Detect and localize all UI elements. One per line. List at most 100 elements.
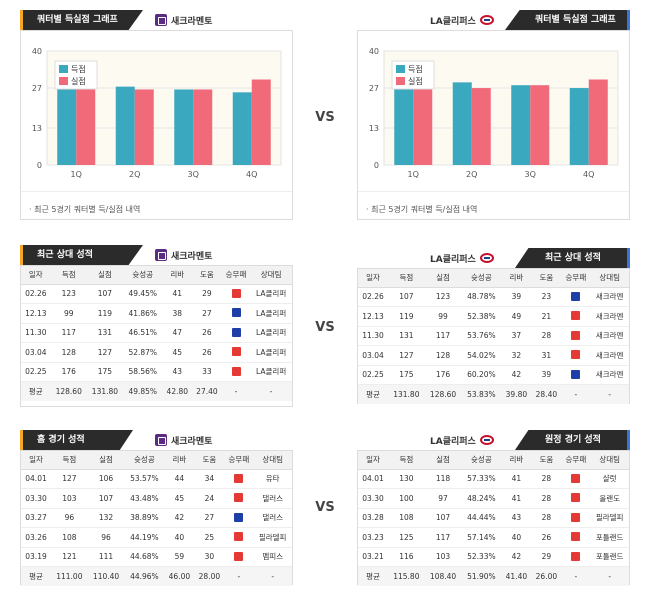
- table-cell: [561, 287, 591, 307]
- recent-right-table-panel: 일자 득점 실점 슛성공 리바 도움 승무패 상대팀 02.26 107 123 48.78% 39 23…: [357, 268, 630, 404]
- table-row: 03.30 100 97 48.24% 41 28 올랜도: [358, 488, 629, 509]
- table-cell: 28: [531, 488, 562, 509]
- table-cell: [221, 303, 251, 324]
- average-cell: 평균: [21, 566, 52, 586]
- win-badge-icon: [231, 327, 241, 337]
- left-chart-title: 쿼터별 득실점 그래프: [23, 10, 143, 30]
- average-cell: 131.80: [388, 384, 425, 404]
- kings-logo-icon: [155, 434, 167, 446]
- table-cell: 28: [531, 326, 562, 346]
- table-row: 04.01 127 106 53.57% 44 34 유타: [21, 469, 292, 489]
- table-cell: 117: [424, 527, 462, 548]
- table-cell: 107: [424, 508, 462, 528]
- table-cell: 새크라멘: [590, 345, 629, 366]
- y-tick-label: 0: [374, 161, 379, 170]
- average-cell: 115.80: [388, 566, 425, 586]
- home-left-table: 일자 득점 실점 슛성공 리바 도움 승무패 상대팀 04.01 127 106 53.57% 44 34…: [21, 451, 292, 586]
- table-cell: 107: [86, 284, 124, 304]
- bar-allowed: [193, 89, 213, 165]
- average-cell: -: [224, 566, 254, 586]
- table-cell: 60.20%: [461, 365, 502, 385]
- table-cell: 99: [424, 306, 462, 327]
- table-cell: 44.44%: [461, 508, 502, 528]
- table-cell: [561, 488, 591, 509]
- table-cell: 45: [164, 488, 195, 509]
- y-tick-label: 0: [37, 161, 42, 170]
- table-cell: 31: [531, 345, 562, 366]
- table-cell: 26: [192, 342, 222, 363]
- table-cell: 44: [164, 469, 195, 489]
- bar-allowed: [588, 79, 608, 165]
- team-label: 새크라멘토: [171, 16, 213, 27]
- loss-badge-icon: [571, 493, 581, 502]
- y-tick-label: 13: [32, 124, 42, 133]
- table-cell: [224, 488, 254, 509]
- column-header: 슛성공: [123, 266, 163, 285]
- table-cell: 03.21: [358, 547, 389, 567]
- y-tick-label: 40: [32, 47, 42, 56]
- column-header: 도움: [194, 451, 225, 470]
- table-cell: LA클리퍼: [250, 342, 292, 363]
- legend-label: 득점: [408, 64, 423, 74]
- column-header: 득점: [388, 451, 425, 470]
- table-cell: [561, 547, 591, 567]
- bar-scored: [232, 92, 252, 165]
- table-cell: 12.13: [358, 306, 389, 327]
- table-cell: 40: [164, 527, 195, 548]
- x-tick-label: 4Q: [583, 170, 594, 179]
- table-cell: 119: [86, 303, 124, 324]
- table-cell: 176: [50, 362, 87, 382]
- average-cell: 41.40: [501, 566, 532, 586]
- average-row: 평균 131.80 128.60 53.83% 39.80 28.40- -: [358, 384, 629, 404]
- bar-scored: [569, 88, 589, 165]
- table-row: 12.13 119 99 52.38% 49 21 새크라멘: [358, 306, 629, 327]
- table-cell: 25: [194, 527, 225, 548]
- column-header: 리바: [164, 451, 195, 470]
- average-cell: 46.00: [164, 566, 195, 586]
- table-cell: 108: [51, 527, 88, 548]
- team-label: LA클리퍼스: [430, 436, 476, 447]
- loss-badge-icon: [231, 366, 241, 376]
- column-header: 실점: [424, 451, 462, 470]
- table-cell: 23: [531, 287, 562, 307]
- table-cell: 127: [51, 469, 88, 489]
- legend-swatch: [396, 77, 405, 85]
- loss-badge-icon: [234, 473, 244, 483]
- table-cell: LA클리퍼: [250, 323, 292, 343]
- table-cell: 59: [164, 547, 195, 567]
- column-header: 승무패: [224, 451, 254, 470]
- table-cell: [221, 284, 251, 304]
- table-cell: 43: [162, 362, 193, 382]
- column-header: 리바: [501, 451, 532, 470]
- bar-scored: [511, 85, 531, 165]
- accent-bar: [20, 245, 23, 265]
- y-tick-label: 27: [32, 84, 42, 93]
- table-cell: [561, 345, 591, 366]
- average-cell: 28.00: [194, 566, 225, 586]
- y-tick-label: 13: [369, 124, 379, 133]
- table-row: 02.26 123 107 49.45% 41 29 LA클리퍼: [21, 284, 292, 304]
- column-header: 슛성공: [124, 451, 165, 470]
- bar-allowed: [134, 89, 154, 165]
- table-cell: 필라델피: [590, 508, 629, 528]
- table-cell: 28: [531, 508, 562, 528]
- table-cell: 포틀랜드: [590, 527, 629, 548]
- legend-swatch: [396, 65, 405, 73]
- table-cell: 103: [51, 488, 88, 509]
- bar-scored: [452, 82, 472, 165]
- table-cell: 175: [388, 365, 425, 385]
- column-header: 상대팀: [590, 451, 629, 470]
- table-cell: [221, 342, 251, 363]
- table-cell: 34: [194, 469, 225, 489]
- table-cell: 24: [194, 488, 225, 509]
- win-badge-icon: [231, 308, 241, 317]
- loss-badge-icon: [234, 532, 244, 541]
- table-cell: 53.57%: [124, 469, 165, 489]
- table-row: 02.26 107 123 48.78% 39 23 새크라멘: [358, 287, 629, 307]
- table-cell: 132: [87, 508, 125, 528]
- column-header: 실점: [87, 451, 125, 470]
- table-cell: 30: [194, 547, 225, 567]
- table-cell: [561, 306, 591, 327]
- home-left-team: 새크라멘토: [155, 430, 212, 450]
